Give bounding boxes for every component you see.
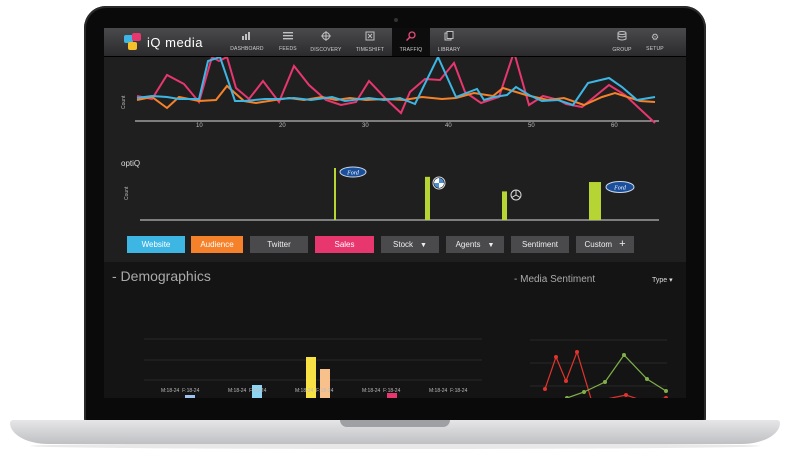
caret-down-icon: ▼: [420, 242, 427, 249]
twitter-filter-button[interactable]: Twitter: [250, 236, 308, 253]
nav-library[interactable]: LIBRARY: [430, 28, 468, 56]
svg-text:Ford: Ford: [346, 171, 360, 177]
nav-feeds-label: FEEDS: [279, 46, 297, 52]
magnifier-icon: [392, 31, 430, 44]
laptop-shadow: [30, 443, 760, 449]
demographics-title: - Demographics: [112, 268, 211, 284]
custom-add-button[interactable]: Custom +: [576, 236, 634, 253]
stock-dropdown[interactable]: Stock ▼: [381, 236, 439, 253]
demographic-label: M:18-24 F:18-24: [295, 388, 334, 394]
stock-label: Stock: [393, 240, 414, 249]
media-sentiment-title: - Media Sentiment: [514, 274, 596, 285]
optiq-chart: Ford Ford: [140, 166, 659, 221]
type-label: Type: [652, 277, 668, 284]
sentiment-points-green: [565, 353, 668, 398]
x-tick-label: 20: [279, 123, 286, 129]
x-tick-label: 30: [362, 123, 369, 129]
laptop-camera: [394, 18, 398, 22]
library-icon: [430, 31, 468, 44]
demographic-label: M:18-24 F:18-24: [228, 388, 267, 394]
plus-icon: +: [619, 238, 626, 250]
demographic-label: M:18-24 F:18-24: [429, 388, 468, 394]
audience-filter-button[interactable]: Audience: [191, 236, 243, 253]
x-tick-label: 40: [445, 123, 452, 129]
demographics-bar[interactable]: [306, 357, 316, 398]
optiq-title: optiQ: [121, 159, 141, 168]
demographics-bar[interactable]: [252, 385, 262, 398]
app-name: iQ media: [147, 34, 204, 50]
mercedes-logo-icon: [510, 189, 522, 201]
nav-traffiq[interactable]: TRAFFIQ: [392, 28, 430, 56]
sentiment-line-red: [544, 350, 666, 398]
clock-icon: [351, 31, 389, 44]
agents-label: Agents: [455, 240, 481, 249]
demographic-label: M:18-24 F:18-24: [362, 388, 401, 394]
sentiment-points-red: [543, 350, 668, 398]
x-tick-label: 60: [611, 123, 618, 129]
nav-group[interactable]: GROUP: [603, 28, 641, 56]
optiq-bar-bmw[interactable]: [425, 176, 430, 220]
nav-timeshift[interactable]: TIMESHIFT: [351, 28, 389, 56]
top-nav-bar: iQ media DASHBOARD FEEDS DISCOVERY TIMES…: [104, 28, 686, 57]
nav-setup-label: SETUP: [646, 46, 664, 52]
custom-label: Custom: [584, 240, 613, 249]
ford-logo-icon: Ford: [605, 181, 635, 193]
ford-logo-icon: Ford: [339, 166, 367, 178]
optiq-bar-ford[interactable]: [334, 168, 336, 220]
caret-down-icon: ▼: [487, 242, 495, 249]
demographics-bar[interactable]: [185, 395, 195, 398]
optiq-bar-ford-2[interactable]: [589, 182, 601, 220]
laptop-notch: [340, 420, 450, 427]
nav-dashboard[interactable]: DASHBOARD: [228, 28, 266, 56]
app-logo[interactable]: iQ media: [124, 32, 203, 52]
traffic-line-chart: [135, 57, 659, 124]
bmw-logo-icon: [432, 176, 446, 190]
nav-discovery-label: DISCOVERY: [310, 47, 342, 53]
type-dropdown[interactable]: Type ▾: [652, 276, 673, 284]
app-screen: iQ media DASHBOARD FEEDS DISCOVERY TIMES…: [104, 28, 686, 398]
svg-text:Ford: Ford: [613, 186, 627, 192]
nav-dashboard-label: DASHBOARD: [230, 46, 264, 52]
agents-dropdown[interactable]: Agents ▼: [446, 236, 504, 253]
nav-timeshift-label: TIMESHIFT: [355, 47, 385, 53]
demographics-bar[interactable]: [387, 393, 397, 398]
caret-down-icon: ▾: [669, 277, 673, 284]
demographics-bar-chart: [144, 338, 668, 398]
nav-discovery[interactable]: DISCOVERY: [307, 28, 345, 56]
traffic-panel: Count 10 20 30 40 50 60 optiQ Count Ford: [104, 57, 686, 262]
logo-icon: [124, 33, 144, 51]
nav-traffiq-label: TRAFFIQ: [399, 47, 423, 53]
nav-feeds[interactable]: FEEDS: [269, 28, 307, 56]
analytics-panel: - Demographics - Media Sentiment Type ▾: [104, 262, 686, 398]
optiq-bar-mercedes[interactable]: [502, 191, 507, 220]
demographics-bar[interactable]: [320, 369, 330, 398]
sentiment-filter-button[interactable]: Sentiment: [511, 236, 569, 253]
x-tick-label: 10: [196, 123, 203, 129]
nav-library-label: LIBRARY: [437, 47, 461, 53]
nav-setup[interactable]: ⚙ SETUP: [636, 28, 674, 56]
stack-icon: [603, 31, 641, 44]
compass-icon: [307, 31, 345, 44]
website-filter-button[interactable]: Website: [127, 236, 185, 253]
demographic-label: M:18-24 F:18-24: [161, 388, 200, 394]
nav-group-label: GROUP: [612, 47, 632, 53]
list-icon: [269, 31, 307, 43]
sentiment-line-green: [565, 354, 667, 398]
x-tick-label: 50: [528, 123, 535, 129]
series-line-sales: [136, 57, 656, 124]
sales-filter-button[interactable]: Sales: [315, 236, 374, 253]
gear-icon: ⚙: [650, 32, 660, 42]
bar-chart-icon: [228, 31, 266, 43]
series-line-website: [136, 57, 656, 107]
